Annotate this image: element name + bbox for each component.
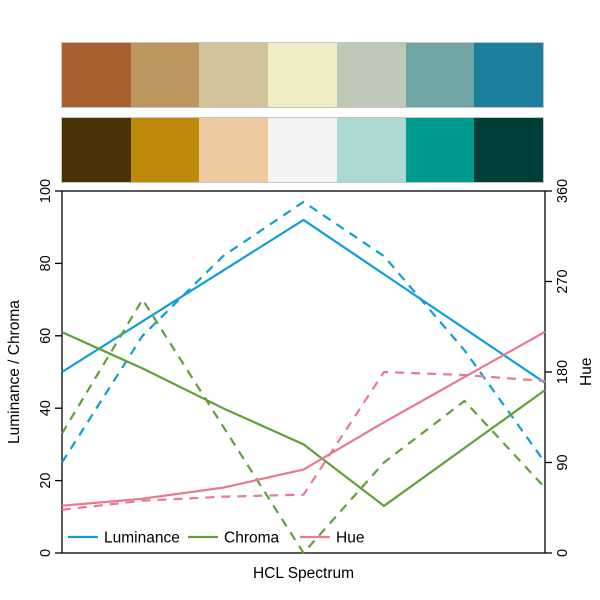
palette-swatch (130, 43, 200, 107)
right-tick-label: 0 (555, 549, 571, 557)
left-tick-label: 60 (38, 328, 54, 344)
palette-swatch (62, 43, 131, 107)
palette-swatch (62, 118, 131, 182)
palette-swatch (199, 43, 269, 107)
palette-swatch (130, 118, 200, 182)
palette-strip-top (61, 42, 544, 108)
palette-swatch (405, 43, 475, 107)
series-line-chroma-palette1 (61, 331, 546, 508)
palette-strip-bottom (61, 117, 544, 183)
right-tick-label: 270 (555, 269, 571, 293)
palette-swatch (474, 43, 544, 107)
legend-label-chroma: Chroma (224, 530, 280, 547)
left-tick-label: 80 (38, 255, 54, 271)
palette-swatch (336, 43, 406, 107)
series-line-chroma-palette2 (61, 298, 546, 555)
right-tick-label: 360 (555, 179, 571, 203)
left-tick-label: 0 (38, 549, 54, 557)
palette-swatch (268, 118, 337, 182)
series-line-hue-palette2 (61, 370, 546, 511)
left-tick-label: 20 (38, 473, 54, 489)
left-tick-label: 100 (38, 179, 54, 203)
series-line-luminance-palette1 (61, 218, 546, 384)
palette-swatch (336, 118, 406, 182)
left-axis-title: Luminance / Chroma (6, 300, 23, 444)
legend-label-hue: Hue (336, 530, 364, 547)
legend-label-luminance: Luminance (104, 530, 180, 547)
palette-swatch (474, 118, 544, 182)
series-line-luminance-palette2 (61, 200, 546, 464)
palette-swatch (405, 118, 475, 182)
left-tick-label: 40 (38, 400, 54, 416)
x-axis-title: HCL Spectrum (252, 565, 355, 582)
palette-swatch (268, 43, 337, 107)
palette-swatch (199, 118, 269, 182)
right-axis-title: Hue (578, 357, 595, 387)
series-line-hue-palette1 (61, 330, 546, 507)
right-tick-label: 90 (555, 454, 571, 470)
right-tick-label: 180 (555, 360, 571, 384)
